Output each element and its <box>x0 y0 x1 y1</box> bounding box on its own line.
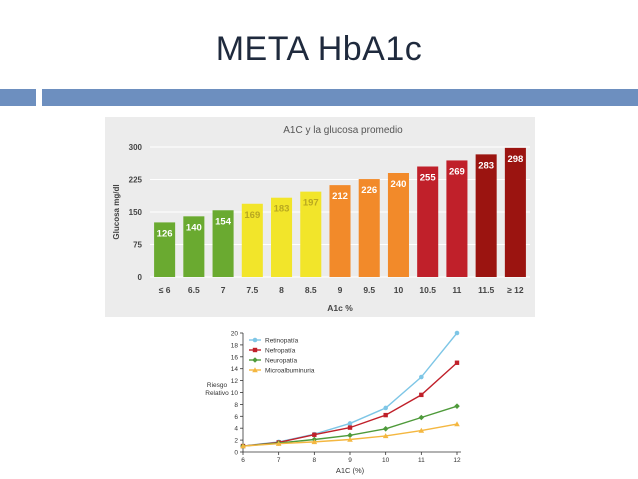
bar-value-label: 212 <box>332 191 348 202</box>
bar-value-label: 269 <box>449 166 465 177</box>
bar <box>446 160 467 277</box>
x-tick-label: 11 <box>418 457 425 464</box>
y-tick-label: 2 <box>234 438 238 445</box>
x-tick-label: 11 <box>452 285 461 295</box>
y-tick-label: 150 <box>129 208 143 217</box>
title-accent-bar-right <box>42 89 638 106</box>
x-tick-label: 6 <box>241 457 245 464</box>
data-point <box>419 393 423 397</box>
data-point <box>419 375 424 380</box>
x-tick-label: 8 <box>313 457 317 464</box>
y-tick-label: 0 <box>234 450 238 457</box>
x-tick-label: ≥ 12 <box>507 285 524 295</box>
bar-value-label: 283 <box>478 160 494 171</box>
bar-value-label: 255 <box>420 173 437 184</box>
bar-value-label: 183 <box>274 204 290 215</box>
y-tick-label: 6 <box>234 414 238 421</box>
data-point <box>348 421 353 426</box>
x-axis-label: A1c % <box>327 303 353 313</box>
legend-label: Neuropatía <box>265 358 298 365</box>
data-point <box>383 413 387 417</box>
x-tick-label: 6.5 <box>188 285 200 295</box>
data-point <box>253 338 258 343</box>
x-tick-label: 12 <box>453 457 461 464</box>
glucose-bar-chart: A1C y la glucosa promedio 0 75 150 225 300 Glu… <box>105 117 535 317</box>
data-point <box>454 403 460 409</box>
x-tick-label: 7.5 <box>246 285 258 295</box>
x-tick-label: 11.5 <box>478 285 494 295</box>
data-point <box>348 425 352 429</box>
y-axis-label: Relativo <box>205 390 229 397</box>
risk-line-chart: 0 2 4 6 8 10 12 14 16 18 20 6 7 8 9 10 11 12 A1C (%) Riesgo… <box>195 325 465 477</box>
y-tick-label: 12 <box>231 378 239 385</box>
y-tick-label: 75 <box>133 241 142 250</box>
bar-value-label: 169 <box>244 210 260 221</box>
x-tick-label: 10.5 <box>419 285 436 295</box>
y-tick-label: 0 <box>138 273 143 282</box>
y-tick-label: 18 <box>231 342 239 349</box>
slide-title: META HbA1c <box>0 30 638 69</box>
x-tick-label: 9 <box>338 285 343 295</box>
data-point <box>419 415 425 421</box>
bar-value-label: 126 <box>157 228 173 239</box>
title-accent-bar-left <box>0 89 36 106</box>
x-tick-label: 10 <box>382 457 390 464</box>
x-tick-label: 8.5 <box>305 285 317 295</box>
data-point <box>312 433 316 437</box>
x-axis-label: A1C (%) <box>336 466 365 475</box>
y-tick-label: 8 <box>234 402 238 409</box>
data-point <box>455 331 460 336</box>
y-tick-label: 4 <box>234 426 238 433</box>
bar-value-label: 197 <box>303 198 319 209</box>
chart-title: A1C y la glucosa promedio <box>283 125 403 136</box>
data-point <box>383 426 389 432</box>
y-tick-label: 300 <box>129 143 143 152</box>
y-tick-label: 10 <box>231 390 239 397</box>
x-tick-label: 7 <box>277 457 281 464</box>
y-tick-label: 16 <box>231 354 239 361</box>
data-point <box>252 357 258 363</box>
legend-label: Retinopatía <box>265 338 299 345</box>
legend-label: Nefropatía <box>265 348 296 355</box>
x-tick-label: 9 <box>348 457 352 464</box>
bar <box>505 148 526 277</box>
y-axis-label: Riesgo <box>207 382 228 389</box>
y-tick-label: 225 <box>129 176 143 185</box>
data-point <box>455 361 459 365</box>
data-point <box>383 406 388 411</box>
x-tick-label: 9.5 <box>363 285 375 295</box>
x-tick-label: ≤ 6 <box>159 285 171 295</box>
bar-value-label: 226 <box>361 185 377 196</box>
y-tick-label: 14 <box>231 366 239 373</box>
y-tick-label: 20 <box>231 331 239 338</box>
bar <box>476 154 497 277</box>
bar-value-label: 240 <box>391 179 407 190</box>
bar-value-label: 140 <box>186 222 202 233</box>
x-tick-label: 8 <box>279 285 284 295</box>
y-axis-label: Glucosa mg/dl <box>112 184 121 239</box>
bar-value-label: 298 <box>507 154 523 165</box>
data-point <box>253 348 257 352</box>
bar-value-label: 154 <box>215 216 232 227</box>
x-tick-label: 10 <box>394 285 404 295</box>
legend-label: Microalbuminuria <box>265 368 315 375</box>
x-tick-label: 7 <box>221 285 226 295</box>
